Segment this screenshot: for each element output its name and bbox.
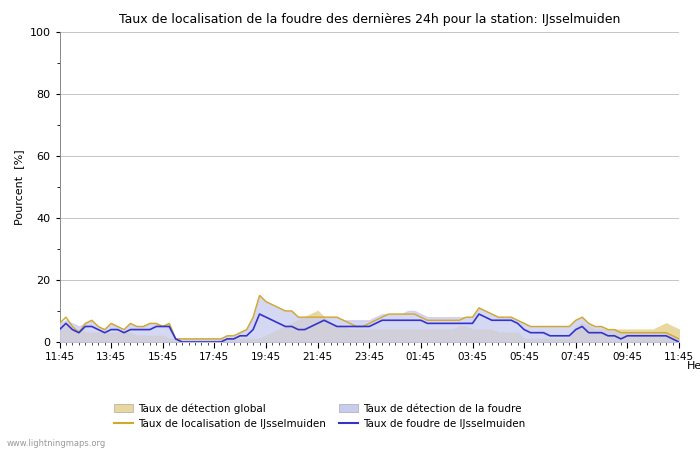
Legend: Taux de détection global, Taux de localisation de IJsselmuiden, Taux de détectio: Taux de détection global, Taux de locali… — [114, 403, 525, 429]
Title: Taux de localisation de la foudre des dernières 24h pour la station: IJsselmuide: Taux de localisation de la foudre des de… — [118, 13, 620, 26]
Text: www.lightningmaps.org: www.lightningmaps.org — [7, 439, 106, 448]
Text: Heure: Heure — [687, 361, 700, 371]
Y-axis label: Pourcent  [%]: Pourcent [%] — [14, 149, 24, 225]
